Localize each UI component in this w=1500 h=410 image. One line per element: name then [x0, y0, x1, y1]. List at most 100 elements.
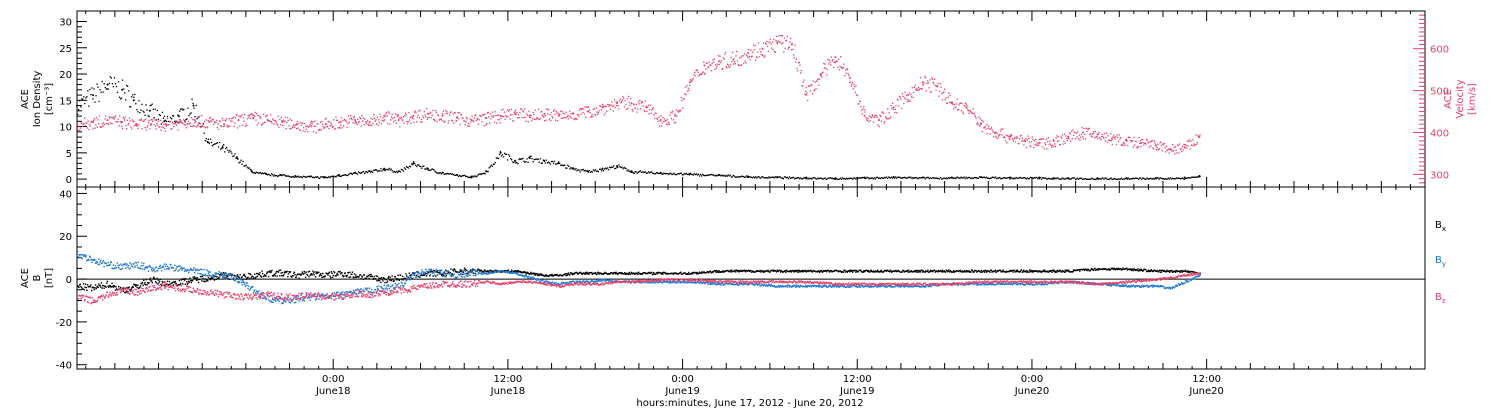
- density-point: [867, 177, 869, 179]
- velocity-point: [767, 45, 769, 47]
- density-tick-label: 5: [66, 149, 72, 160]
- density-point: [241, 163, 243, 166]
- velocity-point: [940, 86, 942, 88]
- field-point-bx: [127, 291, 129, 293]
- density-point: [883, 176, 886, 179]
- density-point: [835, 178, 838, 180]
- velocity-point: [657, 120, 659, 122]
- velocity-point: [1121, 143, 1123, 145]
- velocity-point: [196, 125, 198, 127]
- velocity-point: [997, 137, 999, 140]
- density-point: [981, 177, 984, 179]
- velocity-point: [297, 127, 299, 129]
- field-point-by: [158, 266, 161, 268]
- velocity-point: [472, 119, 474, 122]
- field-point-bx: [1093, 269, 1095, 272]
- velocity-point: [473, 117, 475, 119]
- field-point-by: [232, 276, 235, 279]
- field-point-bx: [569, 272, 572, 274]
- density-point: [1141, 178, 1143, 181]
- density-point: [773, 177, 775, 179]
- velocity-point: [1123, 142, 1125, 145]
- density-point: [723, 174, 725, 177]
- density-point: [925, 177, 927, 179]
- velocity-point: [221, 117, 223, 119]
- velocity-point: [774, 51, 776, 53]
- density-point: [739, 176, 742, 178]
- velocity-point: [302, 130, 304, 132]
- density-point: [764, 177, 766, 179]
- density-point: [744, 176, 747, 178]
- velocity-point: [1110, 140, 1113, 142]
- field-point-bx: [260, 275, 262, 277]
- field-point-bx: [748, 269, 750, 272]
- velocity-point: [877, 124, 879, 126]
- velocity-point: [515, 109, 517, 111]
- field-point-by: [150, 266, 152, 269]
- velocity-series: [76, 35, 1201, 155]
- density-point: [221, 146, 224, 149]
- field-point-bx: [634, 273, 636, 275]
- field-point-bx: [602, 273, 605, 275]
- velocity-point: [850, 85, 852, 87]
- field-point-bx: [141, 282, 143, 285]
- velocity-point: [119, 115, 121, 117]
- velocity-point: [939, 83, 941, 85]
- field-point-bx: [776, 269, 778, 271]
- density-point: [933, 177, 936, 179]
- velocity-point: [115, 121, 117, 123]
- velocity-point: [1035, 144, 1038, 146]
- field-point-bx: [341, 272, 343, 274]
- density-point: [459, 174, 461, 177]
- field-point-bx: [816, 271, 819, 273]
- field-point-bx: [716, 271, 718, 273]
- density-point: [104, 86, 106, 89]
- velocity-point: [235, 114, 237, 116]
- velocity-point: [116, 121, 118, 123]
- density-point: [124, 92, 126, 94]
- velocity-point: [667, 123, 669, 125]
- velocity-point: [588, 106, 590, 108]
- density-point: [847, 178, 849, 180]
- density-point: [126, 84, 128, 87]
- field-point-bx: [271, 269, 273, 272]
- velocity-point: [170, 128, 172, 130]
- velocity-point: [1095, 136, 1097, 138]
- velocity-point: [1149, 141, 1151, 143]
- density-point: [998, 177, 1000, 179]
- density-point: [988, 177, 990, 179]
- field-point-by: [129, 262, 131, 264]
- velocity-point: [419, 109, 421, 111]
- field-point-bx: [636, 272, 638, 274]
- field-point-bx: [534, 274, 537, 276]
- velocity-point: [694, 71, 696, 74]
- density-point: [123, 88, 125, 90]
- field-point-bx: [402, 275, 404, 278]
- velocity-point: [950, 101, 953, 103]
- velocity-point: [558, 113, 560, 116]
- velocity-point: [1078, 134, 1080, 136]
- velocity-point: [670, 117, 673, 120]
- velocity-point: [110, 116, 112, 118]
- density-point: [1038, 176, 1041, 179]
- field-point-bx: [336, 274, 338, 276]
- density-point: [1160, 177, 1162, 180]
- velocity-point: [1077, 138, 1080, 140]
- field-point-bx: [157, 279, 159, 281]
- velocity-point: [516, 111, 518, 114]
- velocity-point: [490, 118, 492, 120]
- velocity-point: [929, 79, 931, 81]
- velocity-point: [967, 108, 969, 110]
- density-point: [705, 174, 707, 176]
- density-point: [377, 170, 379, 173]
- field-point-bx: [210, 277, 212, 279]
- density-point: [694, 174, 697, 176]
- field-point-by: [275, 300, 277, 302]
- density-point: [423, 165, 425, 167]
- velocity-point: [1092, 133, 1094, 135]
- field-point-bx: [1034, 270, 1036, 272]
- field-point-bx: [1060, 269, 1062, 272]
- field-point-bx: [921, 269, 923, 272]
- velocity-point: [326, 126, 329, 128]
- density-point: [1130, 178, 1133, 180]
